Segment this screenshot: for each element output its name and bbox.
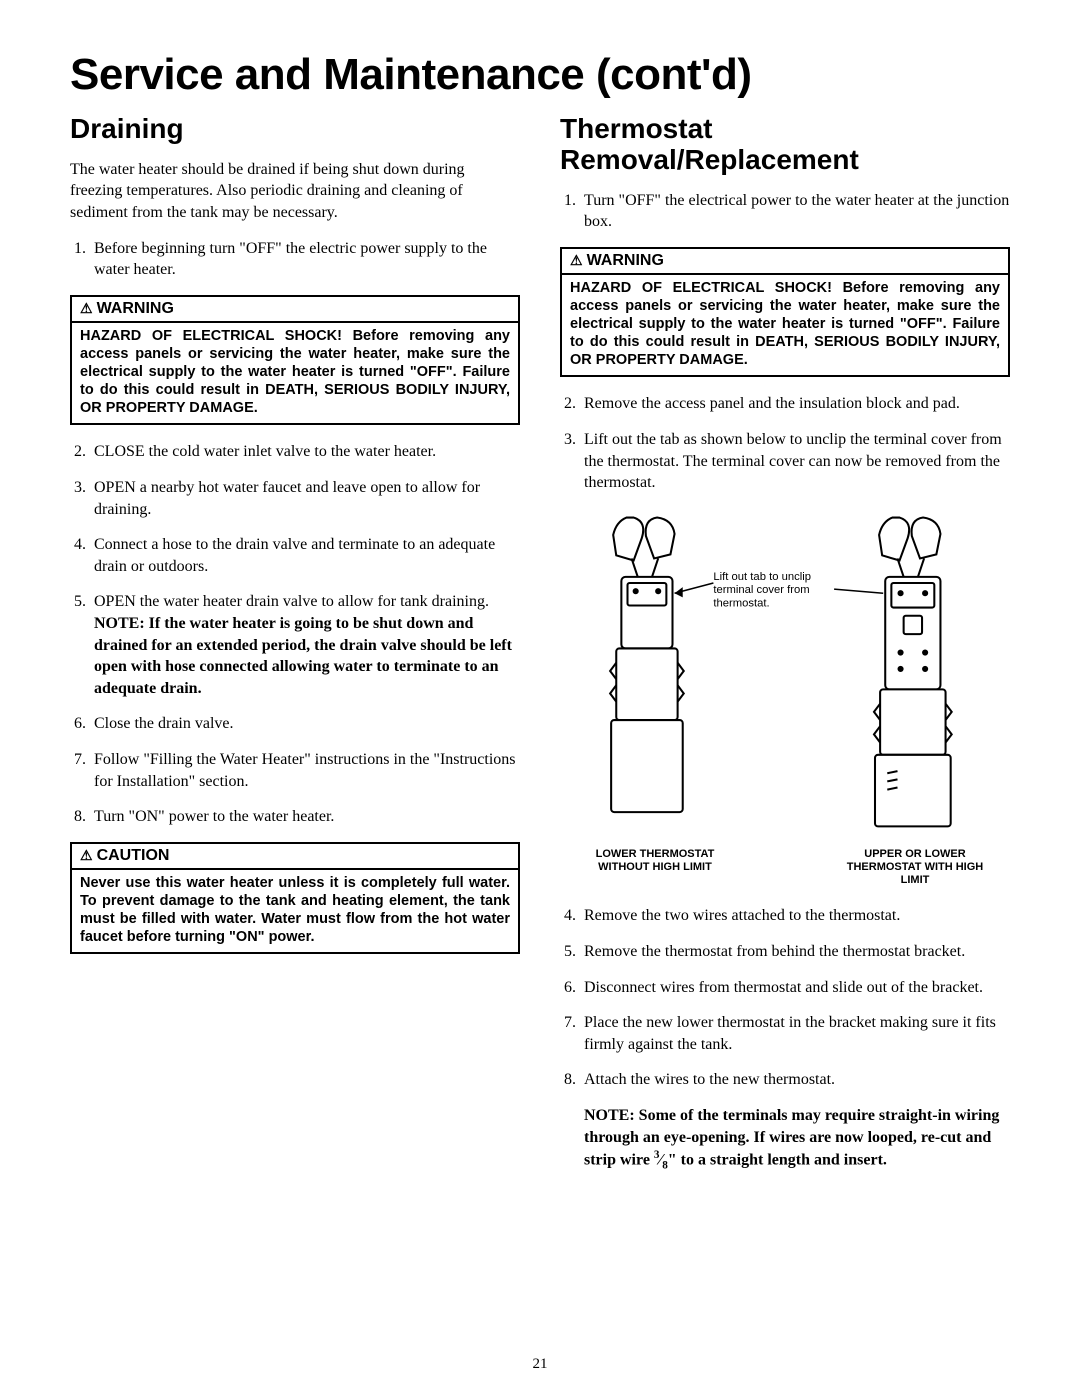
- warning-icon: ⚠: [570, 252, 583, 269]
- draining-steps-bottom: Close the drain valve. Follow "Filling t…: [70, 713, 520, 827]
- caution-body: Never use this water heater unless it is…: [72, 870, 518, 953]
- warning-body-r: HAZARD OF ELECTRICAL SHOCK! Before remov…: [562, 275, 1008, 376]
- r-step-6: Disconnect wires from thermostat and sli…: [580, 977, 1010, 999]
- r-step-1: Turn "OFF" the electrical power to the w…: [580, 190, 1010, 233]
- step-3: OPEN a nearby hot water faucet and leave…: [90, 477, 520, 520]
- r-step-5: Remove the thermostat from behind the th…: [580, 941, 1010, 963]
- warning-box-left: ⚠WARNING HAZARD OF ELECTRICAL SHOCK! Bef…: [70, 295, 520, 426]
- thermostat-figure: Lift out tab to unclip terminal cover fr…: [560, 508, 1010, 838]
- caution-head: ⚠CAUTION: [72, 844, 518, 870]
- note8-num: 3: [654, 1149, 660, 1161]
- r-step-8: Attach the wires to the new thermostat. …: [580, 1069, 1010, 1173]
- figure-caption-left: LOWER THERMOSTAT WITHOUT HIGH LIMIT: [580, 848, 730, 888]
- thermostat-steps-top: Turn "OFF" the electrical power to the w…: [560, 190, 1010, 233]
- figure-annotation: Lift out tab to unclip terminal cover fr…: [713, 571, 836, 611]
- step-6: Close the drain valve.: [90, 713, 520, 735]
- r-step-8-note: NOTE: Some of the terminals may require …: [584, 1105, 1010, 1174]
- draining-heading: Draining: [70, 114, 520, 145]
- step-8: Turn "ON" power to the water heater.: [90, 806, 520, 828]
- r-step-4: Remove the two wires attached to the the…: [580, 905, 1010, 927]
- warning-title-r: WARNING: [587, 252, 664, 269]
- right-column: Thermostat Removal/Replacement Turn "OFF…: [560, 108, 1010, 1188]
- caution-title: CAUTION: [97, 847, 170, 864]
- figure-captions: LOWER THERMOSTAT WITHOUT HIGH LIMIT UPPE…: [560, 848, 1010, 888]
- warning-head-r: ⚠WARNING: [562, 249, 1008, 275]
- step-7: Follow "Filling the Water Heater" instru…: [90, 749, 520, 792]
- step-5-text: OPEN the water heater drain valve to all…: [94, 593, 489, 610]
- warning-title: WARNING: [97, 300, 174, 317]
- note8-suffix: " to a straight length and insert.: [668, 1151, 887, 1168]
- thermostat-heading: Thermostat Removal/Replacement: [560, 114, 1010, 176]
- caution-box: ⚠CAUTION Never use this water heater unl…: [70, 842, 520, 955]
- draining-steps-mid: CLOSE the cold water inlet valve to the …: [70, 441, 520, 699]
- r-step-2: Remove the access panel and the insulati…: [580, 393, 1010, 415]
- draining-intro: The water heater should be drained if be…: [70, 159, 520, 224]
- thermostat-steps-mid: Remove the access panel and the insulati…: [560, 393, 1010, 493]
- step-4: Connect a hose to the drain valve and te…: [90, 534, 520, 577]
- warning-box-right: ⚠WARNING HAZARD OF ELECTRICAL SHOCK! Bef…: [560, 247, 1010, 378]
- page-title: Service and Maintenance (cont'd): [70, 50, 1010, 100]
- warning-body: HAZARD OF ELECTRICAL SHOCK! Before remov…: [72, 323, 518, 424]
- warning-head: ⚠WARNING: [72, 297, 518, 323]
- caution-icon: ⚠: [80, 847, 93, 864]
- step-5: OPEN the water heater drain valve to all…: [90, 591, 520, 699]
- left-column: Draining The water heater should be drai…: [70, 108, 520, 1188]
- draining-steps-top: Before beginning turn "OFF" the electric…: [70, 238, 520, 281]
- step-1: Before beginning turn "OFF" the electric…: [90, 238, 520, 281]
- step-2: CLOSE the cold water inlet valve to the …: [90, 441, 520, 463]
- step-5-note: NOTE: If the water heater is going to be…: [94, 615, 512, 697]
- warning-icon: ⚠: [80, 300, 93, 317]
- r-step-3: Lift out the tab as shown below to uncli…: [580, 429, 1010, 494]
- thermostat-steps-bottom: Remove the two wires attached to the the…: [560, 905, 1010, 1173]
- r-step-7: Place the new lower thermostat in the br…: [580, 1012, 1010, 1055]
- page-number: 21: [0, 1356, 1080, 1373]
- figure-caption-right: UPPER OR LOWER THERMOSTAT WITH HIGH LIMI…: [840, 848, 990, 888]
- r-step-8-text: Attach the wires to the new thermostat.: [584, 1071, 835, 1088]
